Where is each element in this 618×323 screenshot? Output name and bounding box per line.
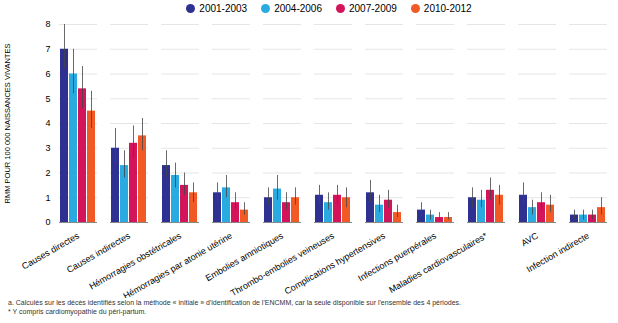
svg-text:Embolies amniotiques: Embolies amniotiques bbox=[203, 230, 285, 284]
html-text:2004-2006: 2004-2006 bbox=[274, 2, 322, 14]
svg-text:4: 4 bbox=[45, 118, 50, 128]
html-text:2001-2003: 2001-2003 bbox=[199, 2, 248, 14]
svg-text:Complications hypertensives: Complications hypertensives bbox=[283, 230, 388, 296]
svg-text:Infection indirecte: Infection indirecte bbox=[525, 231, 591, 275]
svg-text:Hémorragies par atonie utérine: Hémorragies par atonie utérine bbox=[121, 231, 233, 298]
svg-text:7: 7 bbox=[45, 44, 50, 54]
svg-text:RMM POUR 100 000 NAISSANCES VI: RMM POUR 100 000 NAISSANCES VIVANTES bbox=[3, 44, 12, 204]
html-text:* Y compris cardiomyopathie du: * Y compris cardiomyopathie du péri-part… bbox=[8, 308, 147, 315]
svg-text:Causes indirectes: Causes indirectes bbox=[65, 230, 132, 275]
svg-text:2: 2 bbox=[45, 168, 50, 178]
svg-text:5: 5 bbox=[45, 94, 50, 104]
svg-text:3: 3 bbox=[45, 143, 50, 153]
svg-text:0: 0 bbox=[45, 217, 50, 227]
svg-text:8: 8 bbox=[45, 19, 50, 29]
html-text:2007-2009: 2007-2009 bbox=[349, 2, 397, 14]
svg-text:Maladies cardiovasculaires*: Maladies cardiovasculaires* bbox=[387, 230, 489, 295]
svg-text:Infections puerpérales: Infections puerpérales bbox=[356, 230, 438, 284]
svg-text:1: 1 bbox=[45, 193, 50, 203]
svg-text:6: 6 bbox=[45, 69, 50, 79]
svg-text:AVC: AVC bbox=[519, 230, 540, 248]
html-text:2010-2012: 2010-2012 bbox=[423, 2, 472, 14]
svg-text:Causes directes: Causes directes bbox=[20, 230, 81, 272]
html-text:a. Calculés sur les décès iden: a. Calculés sur les décès identifiés sel… bbox=[8, 299, 461, 306]
svg-text:Hémorragies obstétricales: Hémorragies obstétricales bbox=[87, 230, 183, 291]
